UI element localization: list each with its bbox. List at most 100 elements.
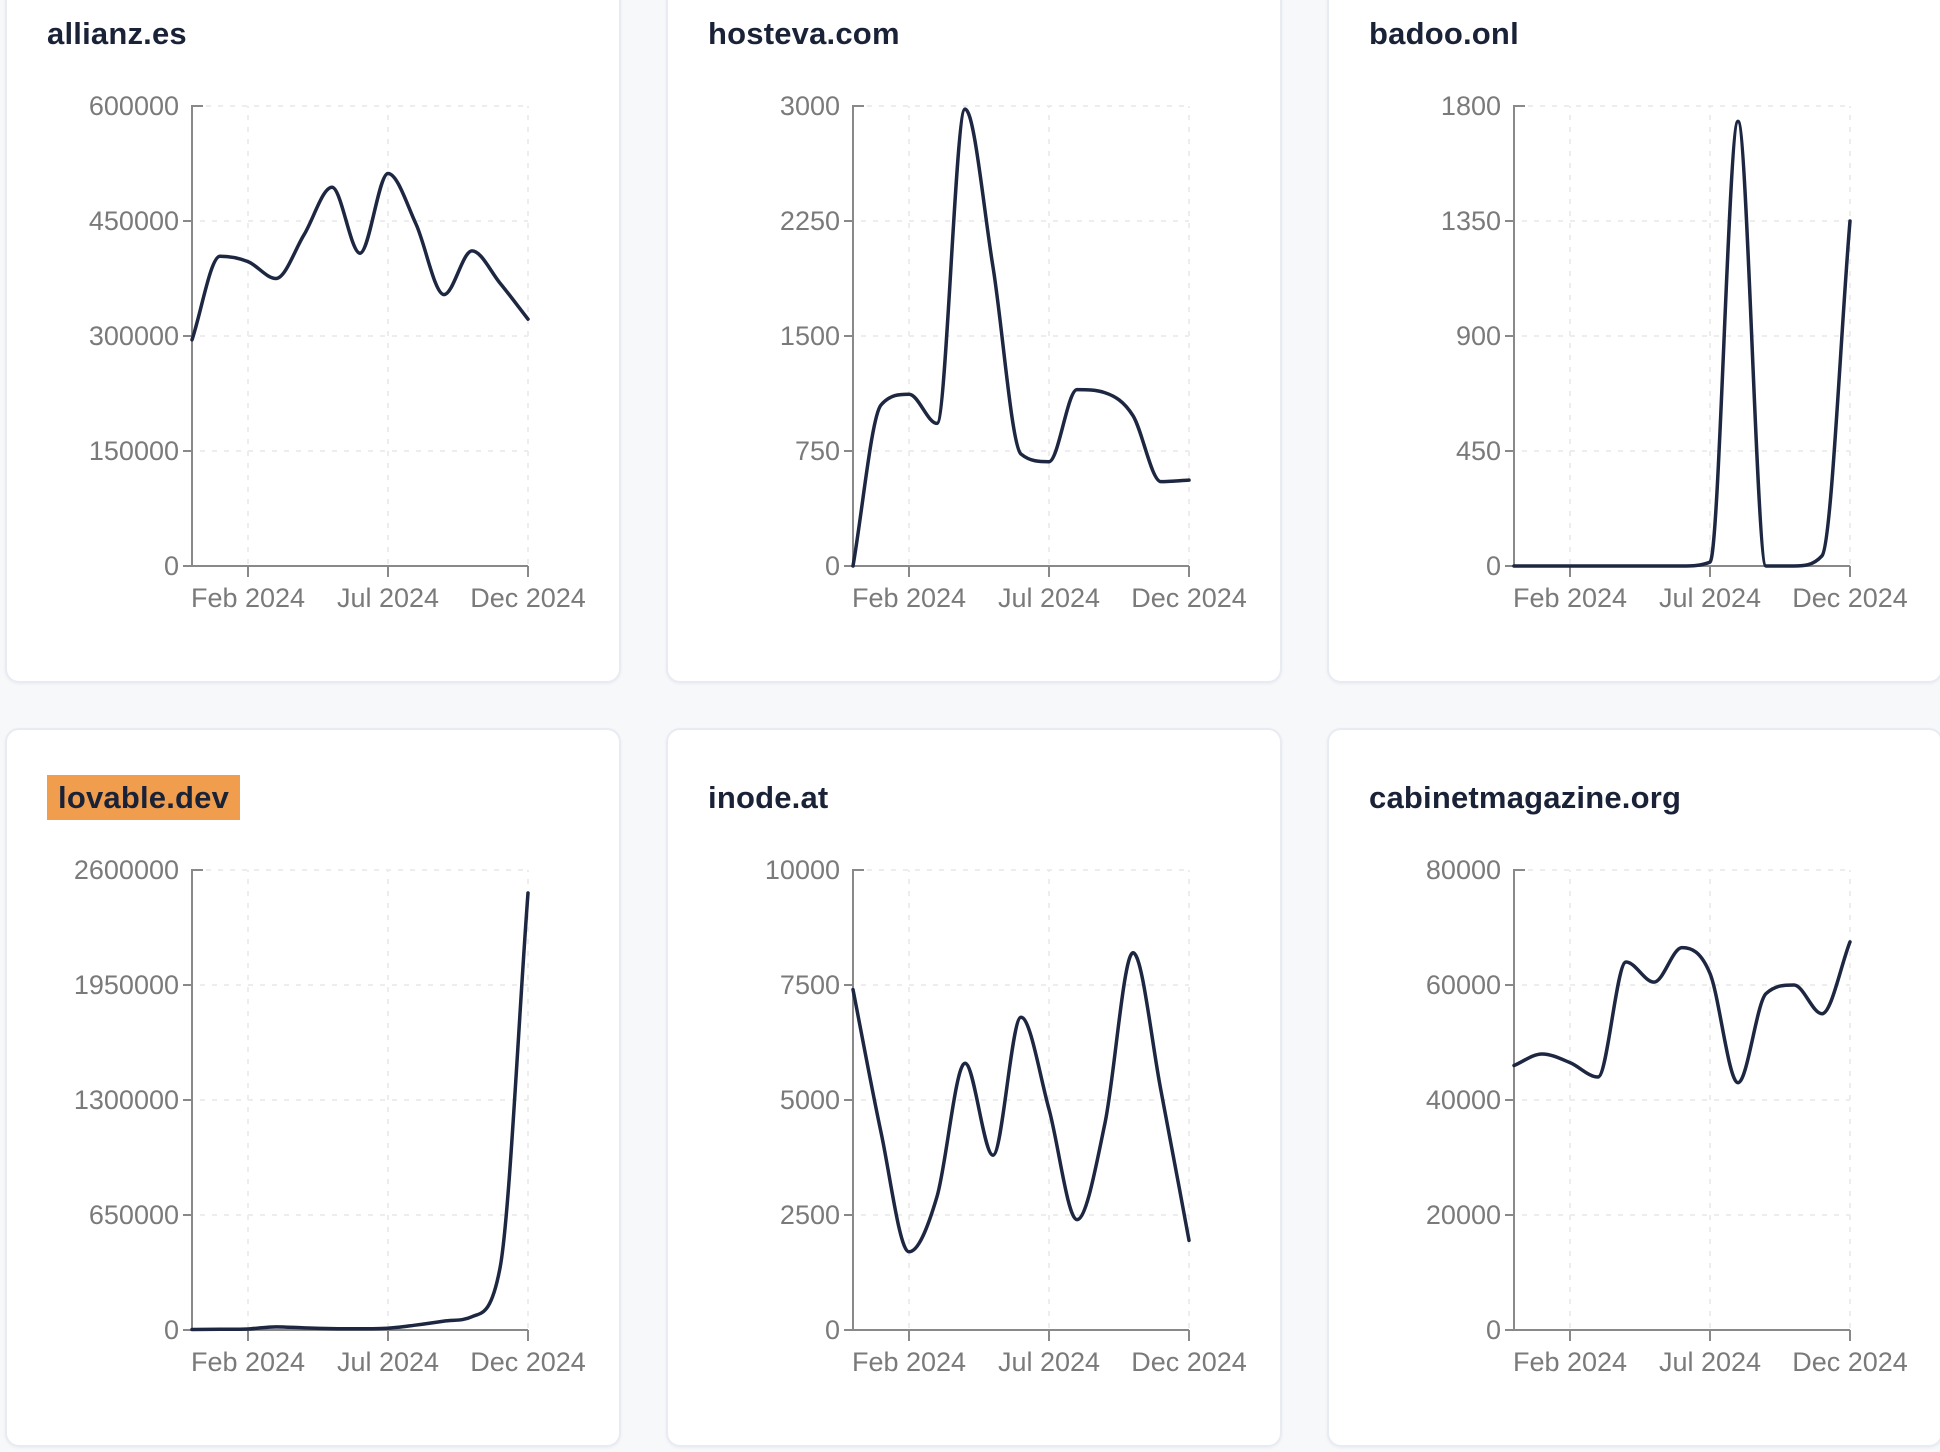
svg-text:Feb 2024: Feb 2024 bbox=[191, 583, 305, 613]
svg-text:5000: 5000 bbox=[780, 1085, 840, 1115]
x-axis-labels: Feb 2024 Jul 2024 Dec 2024 bbox=[852, 583, 1247, 613]
svg-text:900: 900 bbox=[1456, 321, 1501, 351]
svg-text:20000: 20000 bbox=[1426, 1200, 1501, 1230]
svg-text:2600000: 2600000 bbox=[74, 855, 179, 885]
y-axis-labels: 0 750 1500 2250 3000 bbox=[780, 91, 840, 581]
y-axis-labels: 0 450 900 1350 1800 bbox=[1441, 91, 1501, 581]
svg-text:Jul 2024: Jul 2024 bbox=[337, 1347, 439, 1377]
svg-text:Dec 2024: Dec 2024 bbox=[1131, 583, 1247, 613]
x-axis-labels: Feb 2024 Jul 2024 Dec 2024 bbox=[852, 1347, 1247, 1377]
svg-text:10000: 10000 bbox=[765, 855, 840, 885]
svg-text:80000: 80000 bbox=[1426, 855, 1501, 885]
svg-text:2500: 2500 bbox=[780, 1200, 840, 1230]
x-axis-labels: Feb 2024 Jul 2024 Dec 2024 bbox=[1513, 583, 1908, 613]
svg-text:750: 750 bbox=[795, 436, 840, 466]
axes bbox=[183, 105, 529, 577]
series-line bbox=[190, 891, 530, 1332]
gridlines bbox=[1522, 869, 1851, 1328]
y-axis-labels: 0 650000 1300000 1950000 2600000 bbox=[74, 855, 179, 1345]
chart-title-text: inode.at bbox=[708, 780, 829, 815]
svg-text:Jul 2024: Jul 2024 bbox=[337, 583, 439, 613]
svg-text:Jul 2024: Jul 2024 bbox=[1659, 583, 1761, 613]
svg-text:Dec 2024: Dec 2024 bbox=[1792, 583, 1908, 613]
svg-text:0: 0 bbox=[825, 1315, 840, 1345]
svg-text:1350: 1350 bbox=[1441, 206, 1501, 236]
gridlines bbox=[1522, 105, 1851, 564]
chart-card-badoo-onl: badoo.onl 0 450 900 1350 1800 Feb 2024 Jul 202… bbox=[1327, 0, 1940, 683]
x-axis-labels: Feb 2024 Jul 2024 Dec 2024 bbox=[191, 583, 586, 613]
gridlines bbox=[861, 869, 1190, 1328]
axes bbox=[1505, 869, 1851, 1341]
svg-text:450000: 450000 bbox=[89, 206, 179, 236]
chart-title: cabinetmagazine.org bbox=[1369, 780, 1681, 816]
svg-text:1950000: 1950000 bbox=[74, 970, 179, 1000]
line-chart: 0 150000 300000 450000 600000 Feb 2024 Jul 202… bbox=[89, 91, 586, 613]
axes bbox=[183, 869, 529, 1341]
svg-text:Dec 2024: Dec 2024 bbox=[1792, 1347, 1908, 1377]
svg-text:Dec 2024: Dec 2024 bbox=[470, 583, 586, 613]
svg-text:1300000: 1300000 bbox=[74, 1085, 179, 1115]
line-chart: 0 750 1500 2250 3000 Feb 2024 Jul 2024 Dec 2024 bbox=[780, 91, 1247, 613]
svg-text:600000: 600000 bbox=[89, 91, 179, 121]
svg-text:450: 450 bbox=[1456, 436, 1501, 466]
line-chart: 0 20000 40000 60000 80000 Feb 2024 Jul 2024 Dec… bbox=[1426, 855, 1908, 1377]
svg-text:0: 0 bbox=[1486, 551, 1501, 581]
chart-card-cabinetmagazine-org: cabinetmagazine.org 0 20000 40000 60000 8000… bbox=[1327, 728, 1940, 1447]
y-axis bbox=[191, 869, 203, 1330]
y-axis-labels: 0 2500 5000 7500 10000 bbox=[765, 855, 840, 1345]
series-line bbox=[851, 951, 1191, 1254]
y-axis-labels: 0 150000 300000 450000 600000 bbox=[89, 91, 179, 581]
gridlines bbox=[861, 105, 1190, 564]
svg-text:3000: 3000 bbox=[780, 91, 840, 121]
chart-title-text-highlighted: lovable.dev bbox=[47, 775, 241, 820]
chart-card-allianz-es: allianz.es 0 150000 300000 450000 600000 Feb … bbox=[5, 0, 621, 683]
x-axis-labels: Feb 2024 Jul 2024 Dec 2024 bbox=[191, 1347, 586, 1377]
chart-title: lovable.dev bbox=[47, 775, 241, 820]
svg-text:Dec 2024: Dec 2024 bbox=[1131, 1347, 1247, 1377]
axes bbox=[844, 105, 1190, 577]
chart-title: allianz.es bbox=[47, 16, 187, 52]
chart-title: badoo.onl bbox=[1369, 16, 1519, 52]
chart-title-text: cabinetmagazine.org bbox=[1369, 780, 1682, 815]
x-axis-labels: Feb 2024 Jul 2024 Dec 2024 bbox=[1513, 1347, 1908, 1377]
svg-text:Feb 2024: Feb 2024 bbox=[1513, 1347, 1627, 1377]
svg-text:40000: 40000 bbox=[1426, 1085, 1501, 1115]
gridlines bbox=[200, 105, 529, 564]
svg-text:1800: 1800 bbox=[1441, 91, 1501, 121]
chart-card-hosteva-com: hosteva.com 0 750 1500 2250 3000 Feb 2024 Jul … bbox=[666, 0, 1282, 683]
line-chart: 0 450 900 1350 1800 Feb 2024 Jul 2024 Dec 2024 bbox=[1441, 91, 1908, 613]
svg-text:Dec 2024: Dec 2024 bbox=[470, 1347, 586, 1377]
svg-text:Jul 2024: Jul 2024 bbox=[998, 1347, 1100, 1377]
svg-text:300000: 300000 bbox=[89, 321, 179, 351]
chart-card-inode-at: inode.at 0 2500 5000 7500 10000 Feb 2024 Jul 2… bbox=[666, 728, 1282, 1447]
line-chart: 0 650000 1300000 1950000 2600000 Feb 2024 Jul … bbox=[74, 855, 586, 1377]
svg-text:150000: 150000 bbox=[89, 436, 179, 466]
svg-text:0: 0 bbox=[164, 1315, 179, 1345]
svg-text:Feb 2024: Feb 2024 bbox=[852, 1347, 966, 1377]
line-chart: 0 2500 5000 7500 10000 Feb 2024 Jul 2024 Dec 20… bbox=[765, 855, 1247, 1377]
svg-text:0: 0 bbox=[1486, 1315, 1501, 1345]
chart-card-lovable-dev: lovable.dev 0 650000 1300000 1950000 2600000… bbox=[5, 728, 621, 1447]
svg-text:Feb 2024: Feb 2024 bbox=[852, 583, 966, 613]
svg-text:60000: 60000 bbox=[1426, 970, 1501, 1000]
series-line bbox=[1512, 940, 1852, 1085]
series-line bbox=[1512, 119, 1852, 568]
y-axis bbox=[852, 105, 864, 566]
chart-title: inode.at bbox=[708, 780, 828, 816]
chart-title-text: allianz.es bbox=[47, 16, 187, 51]
gridlines bbox=[200, 869, 529, 1328]
svg-text:2250: 2250 bbox=[780, 206, 840, 236]
chart-title-text: badoo.onl bbox=[1369, 16, 1519, 51]
axes bbox=[844, 869, 1190, 1341]
svg-text:1500: 1500 bbox=[780, 321, 840, 351]
y-axis bbox=[191, 105, 203, 566]
series-line bbox=[851, 107, 1191, 568]
svg-text:0: 0 bbox=[825, 551, 840, 581]
svg-text:Feb 2024: Feb 2024 bbox=[1513, 583, 1627, 613]
svg-text:0: 0 bbox=[164, 551, 179, 581]
y-axis bbox=[852, 869, 864, 1330]
series-line bbox=[190, 171, 530, 342]
y-axis-labels: 0 20000 40000 60000 80000 bbox=[1426, 855, 1501, 1345]
svg-text:Jul 2024: Jul 2024 bbox=[1659, 1347, 1761, 1377]
